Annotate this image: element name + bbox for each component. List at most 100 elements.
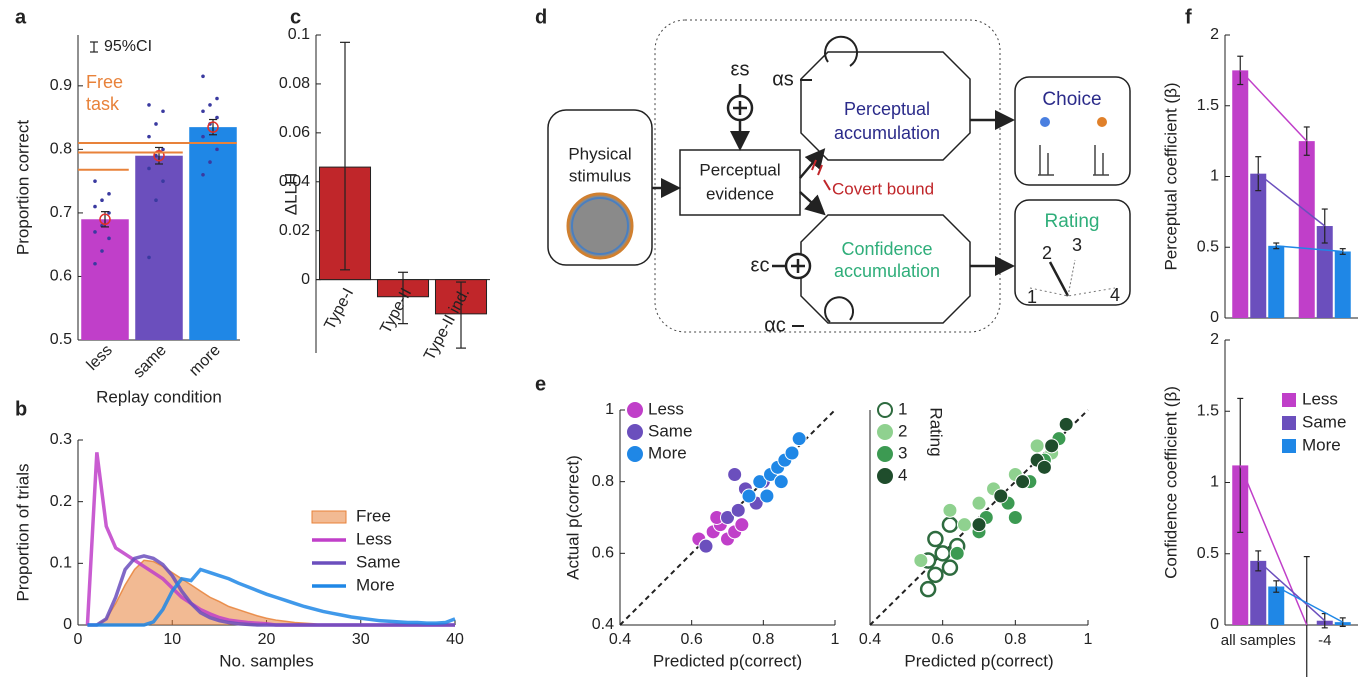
subject-dot (93, 261, 97, 266)
subject-dot (93, 179, 97, 183)
legend-marker (877, 424, 893, 440)
legend-marker (627, 402, 643, 418)
y-tick-label: 1 (1210, 474, 1219, 491)
point (727, 467, 743, 482)
bar (1268, 586, 1285, 625)
mean-marker (207, 121, 219, 133)
leak-loop (792, 296, 855, 327)
legend-label: 3 (898, 443, 907, 462)
subject-dot (201, 134, 205, 139)
rating-number: 1 (1027, 287, 1037, 307)
y-tick-label: 0.04 (279, 173, 310, 190)
sum-sign (791, 259, 805, 273)
legend-label: 1 (898, 399, 907, 418)
point (752, 474, 768, 490)
x-tick-label: 0.4 (859, 631, 881, 648)
y-tick-label: 0.1 (50, 555, 72, 572)
y-tick-label: 0.08 (279, 75, 310, 92)
y-tick-label: 0 (1210, 616, 1219, 633)
x-tick-label: less (84, 342, 116, 374)
y-tick-label: 0.3 (50, 431, 72, 448)
y-tick-label: 0.6 (592, 545, 614, 562)
bar (81, 219, 129, 340)
node-label: accumulation (834, 123, 940, 143)
subject-dot (215, 96, 219, 101)
point (720, 510, 735, 525)
x-axis-label: No. samples (219, 651, 313, 670)
x-tick-label: 0.6 (932, 631, 954, 648)
y-tick-label: 0.2 (50, 493, 72, 510)
legend-label: Less (1302, 389, 1338, 408)
subject-dot (154, 122, 158, 126)
bar (1334, 251, 1351, 318)
x-tick-label: 0.6 (681, 631, 703, 648)
legend-label: Same (1302, 412, 1346, 431)
legend-title: Rating (927, 407, 946, 456)
x-tick-label: -4 (1318, 632, 1331, 649)
connector (1239, 69, 1308, 142)
subject-dot (147, 103, 151, 107)
connector (1257, 173, 1326, 227)
area (87, 560, 456, 625)
scale (1029, 287, 1116, 297)
subject-dot (93, 204, 97, 209)
y-axis-label: ΔLLH (281, 173, 300, 216)
y-axis-label: Confidence coefficient (β) (1161, 386, 1180, 579)
subject-dot (100, 249, 104, 253)
choice-box (1014, 76, 1131, 186)
gabor (571, 197, 629, 255)
point (730, 502, 746, 518)
x-tick-label: 1 (831, 631, 840, 648)
choice-dot (1040, 117, 1050, 127)
point (1015, 474, 1031, 490)
legend-label: Free (356, 506, 391, 525)
rating-box (1014, 199, 1131, 306)
x-tick-label: same (130, 342, 170, 382)
bar (135, 155, 183, 340)
legend-label: More (1302, 435, 1341, 454)
subject-dot (208, 160, 212, 164)
point (1044, 438, 1060, 454)
node-label: Confidence (841, 239, 932, 259)
rating-number: 2 (1042, 243, 1052, 263)
y-tick-label: 0.4 (592, 616, 614, 633)
y-tick-label: 1.5 (1197, 97, 1219, 114)
bar (1232, 70, 1249, 318)
legend-marker (627, 424, 643, 440)
point (1029, 438, 1045, 454)
y-tick-label: 2 (1210, 331, 1219, 348)
node-label: accumulation (834, 261, 940, 281)
y-tick-label: 0.8 (592, 473, 614, 490)
y-tick-label: 1.5 (1197, 402, 1219, 419)
leak-label: αs (772, 68, 794, 90)
sum-sign (733, 84, 747, 115)
y-tick-label: 0.5 (1197, 545, 1219, 562)
point (791, 431, 807, 447)
y-axis-label: Proportion of trials (13, 464, 32, 602)
bar (1232, 465, 1249, 625)
x-tick-label: 40 (446, 631, 464, 648)
subject-dot (154, 153, 158, 158)
legend-marker (877, 446, 893, 462)
point (759, 488, 775, 504)
x-axis-label: Predicted p(correct) (904, 651, 1053, 670)
point (773, 474, 789, 490)
connector (1239, 465, 1308, 626)
legend-label: 4 (898, 465, 907, 484)
annotation: Free (86, 72, 123, 92)
point (734, 517, 750, 533)
point (1058, 416, 1074, 432)
y-tick-label: 1 (1210, 168, 1219, 185)
legend-label: 2 (898, 421, 907, 440)
y-tick-label: 0.8 (50, 141, 72, 158)
x-tick-label: 30 (352, 631, 370, 648)
y-axis-label: Actual p(correct) (563, 455, 582, 580)
subject-dot (161, 109, 165, 114)
y-tick-label: 0.6 (50, 268, 72, 285)
subject-dot (107, 192, 111, 196)
legend-marker (877, 468, 893, 484)
arrow (799, 191, 826, 216)
bar (1250, 560, 1267, 625)
x-tick-label: more (186, 342, 224, 380)
subject-dot (147, 134, 151, 139)
